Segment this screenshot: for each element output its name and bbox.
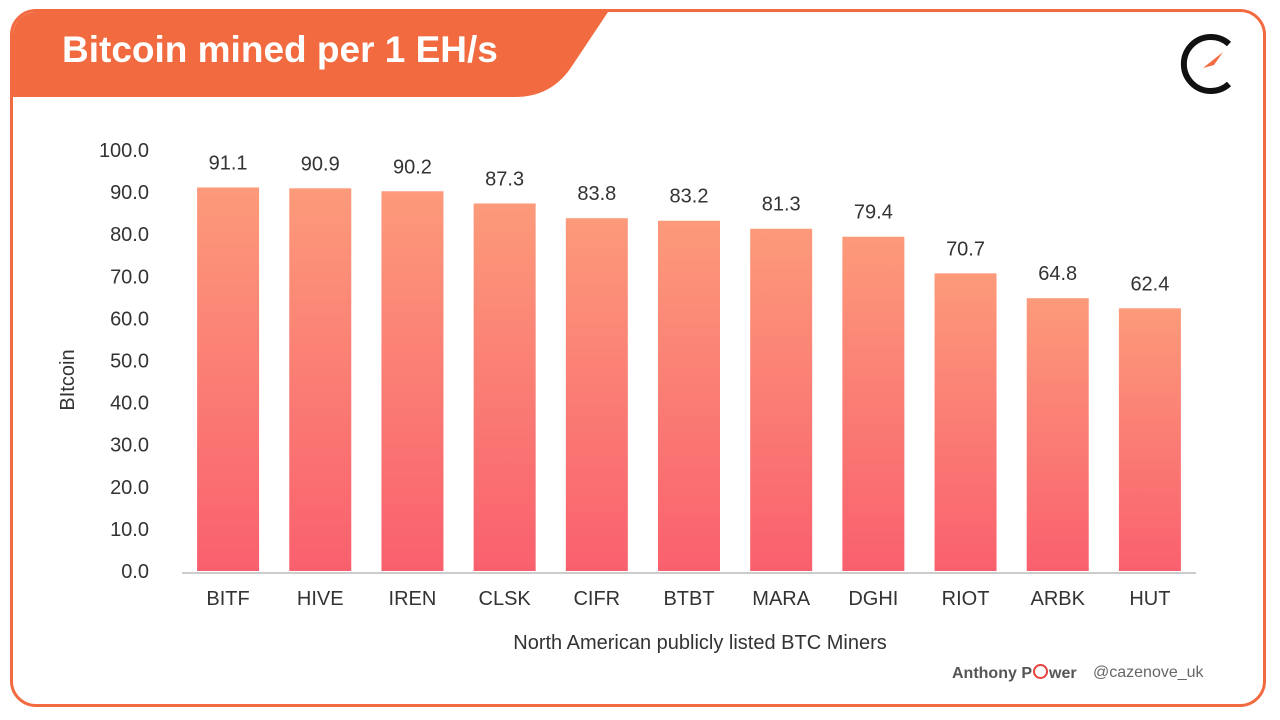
x-tick-label-clsk: CLSK <box>479 588 532 610</box>
y-tick-label: 0.0 <box>121 561 149 583</box>
footer-author: Anthony P wer <box>952 664 1077 683</box>
y-axis-label: BItcoin <box>57 349 79 410</box>
y-axis-ticks: 0.0 10.0 20.0 30.0 40.0 50.0 60.0 70.0 80.0 90.0 1… <box>99 140 149 583</box>
value-labels: 91.1 90.9 90.2 87.3 83.8 83.2 81.3 79.4 70.7 64.8… <box>209 152 1170 295</box>
y-tick-label: 40.0 <box>110 393 149 415</box>
bar-arbk <box>1026 298 1089 571</box>
x-tick-label-btbt: BTBT <box>663 588 714 610</box>
value-label-cifr: 83.8 <box>577 183 616 205</box>
bar-iren <box>381 191 444 571</box>
bar-clsk <box>473 203 536 572</box>
y-tick-label: 50.0 <box>110 351 149 373</box>
title-banner: Bitcoin mined per 1 EH/s <box>13 12 610 97</box>
y-tick-label: 100.0 <box>99 140 149 162</box>
x-axis-ticks: BITF HIVE IREN CLSK CIFR BTBT MARA DGHI RIOT ARBK… <box>206 588 1170 610</box>
x-tick-label-bitf: BITF <box>206 588 249 610</box>
x-tick-label-mara: MARA <box>752 588 810 610</box>
footer-handle: @cazenove_uk <box>1093 664 1204 681</box>
y-tick-label: 70.0 <box>110 266 149 288</box>
y-tick-label: 80.0 <box>110 224 149 246</box>
bar-cifr <box>565 218 628 571</box>
value-label-btbt: 83.2 <box>670 186 709 208</box>
value-label-bitf: 91.1 <box>209 152 248 174</box>
y-tick-label: 30.0 <box>110 435 149 457</box>
bar-riot <box>934 273 997 571</box>
y-tick-label: 20.0 <box>110 477 149 499</box>
bar-hive <box>289 188 352 571</box>
value-label-arbk: 64.8 <box>1038 263 1077 285</box>
x-tick-label-arbk: ARBK <box>1030 588 1085 610</box>
x-axis-label: North American publicly listed BTC Miner… <box>513 632 886 654</box>
bar-mara <box>750 228 813 572</box>
y-tick-label: 10.0 <box>110 519 149 541</box>
x-tick-label-hive: HIVE <box>297 588 344 610</box>
author-o-logo-icon <box>1033 664 1048 679</box>
bar-btbt <box>658 220 720 571</box>
author-prefix: Anthony P <box>952 665 1032 682</box>
value-label-clsk: 87.3 <box>485 168 524 190</box>
x-tick-label-hut: HUT <box>1129 588 1170 610</box>
value-label-hive: 90.9 <box>301 153 340 175</box>
bar-dghi <box>842 236 905 571</box>
author-suffix: wer <box>1049 665 1077 682</box>
y-tick-label: 90.0 <box>110 182 149 204</box>
page-title: Bitcoin mined per 1 EH/s <box>62 29 498 70</box>
x-tick-label-iren: IREN <box>389 588 437 610</box>
x-tick-label-dghi: DGHI <box>848 588 898 610</box>
bar-bitf <box>197 187 260 571</box>
value-label-mara: 81.3 <box>762 194 801 216</box>
value-label-riot: 70.7 <box>946 238 985 260</box>
x-tick-label-riot: RIOT <box>942 588 990 610</box>
bar-hut <box>1118 308 1181 571</box>
cazenove-logo-icon <box>1180 34 1232 94</box>
value-label-hut: 62.4 <box>1130 273 1169 295</box>
value-label-iren: 90.2 <box>393 156 432 178</box>
x-tick-label-cifr: CIFR <box>573 588 620 610</box>
bars <box>197 187 1181 572</box>
y-tick-label: 60.0 <box>110 308 149 330</box>
value-label-dghi: 79.4 <box>854 202 893 224</box>
